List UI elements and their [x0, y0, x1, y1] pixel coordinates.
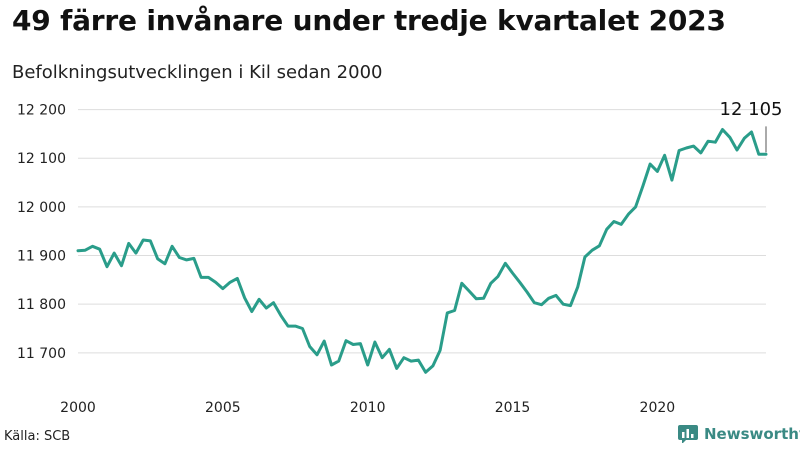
- end-value-label: 12 105: [720, 99, 783, 120]
- x-tick-label: 2010: [350, 400, 386, 416]
- chart-subtitle: Befolkningsutvecklingen i Kil sedan 2000: [12, 62, 383, 83]
- x-tick-label: 2000: [60, 400, 96, 416]
- bar-chart-icon: [678, 425, 698, 443]
- brand-name: Newsworthy: [704, 425, 800, 443]
- chart-title: 49 färre invånare under tredje kvartalet…: [12, 4, 726, 37]
- y-tick-label: 11 700: [17, 346, 66, 362]
- y-tick-label: 12 000: [17, 200, 66, 216]
- x-tick-label: 2020: [640, 400, 676, 416]
- source-note: Källa: SCB: [4, 429, 71, 444]
- x-tick-label: 2015: [495, 400, 531, 416]
- population-line: [76, 128, 768, 374]
- x-tick-label: 2005: [205, 400, 241, 416]
- line-chart: 11 700 11 800 11 900 12 000 12 100 12 200 200…: [17, 99, 783, 416]
- y-tick-label: 11 900: [17, 249, 66, 265]
- y-tick-label: 12 100: [17, 151, 66, 167]
- y-tick-label: 11 800: [17, 297, 66, 313]
- brand-logo[interactable]: Newsworthy: [678, 425, 800, 443]
- y-tick-label: 12 200: [17, 103, 66, 119]
